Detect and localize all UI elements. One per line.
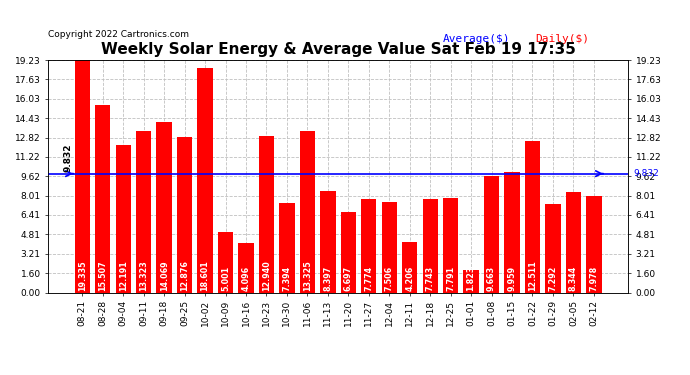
Text: Daily($): Daily($) (535, 34, 589, 44)
Text: 19.335: 19.335 (78, 260, 87, 291)
Bar (115, 145, 131, 292)
Text: 9.832: 9.832 (63, 143, 72, 172)
Bar (382, 202, 397, 292)
Text: 7.292: 7.292 (549, 265, 558, 291)
Bar (586, 196, 602, 292)
Text: 7.743: 7.743 (426, 266, 435, 291)
Bar (484, 176, 500, 292)
Bar (341, 211, 356, 292)
Text: 7.394: 7.394 (282, 266, 291, 291)
Text: 18.601: 18.601 (201, 260, 210, 291)
Text: 4.206: 4.206 (405, 266, 414, 291)
Text: 7.774: 7.774 (364, 266, 373, 291)
Text: 9.959: 9.959 (508, 266, 517, 291)
Bar (402, 242, 417, 292)
Bar (299, 131, 315, 292)
Text: 7.791: 7.791 (446, 266, 455, 291)
Bar (443, 198, 458, 292)
Text: 12.876: 12.876 (180, 260, 189, 291)
Text: 8.344: 8.344 (569, 266, 578, 291)
Bar (238, 243, 254, 292)
Text: 12.511: 12.511 (528, 260, 537, 291)
Title: Weekly Solar Energy & Average Value Sat Feb 19 17:35: Weekly Solar Energy & Average Value Sat … (101, 42, 575, 57)
Text: 9.663: 9.663 (487, 266, 496, 291)
Text: 12.940: 12.940 (262, 260, 271, 291)
Text: 14.069: 14.069 (159, 260, 168, 291)
Bar (566, 192, 581, 292)
Text: 13.323: 13.323 (139, 260, 148, 291)
Bar (197, 68, 213, 292)
Text: Copyright 2022 Cartronics.com: Copyright 2022 Cartronics.com (48, 30, 189, 39)
Bar (75, 59, 90, 292)
Text: 4.096: 4.096 (241, 266, 250, 291)
Text: 15.507: 15.507 (98, 260, 107, 291)
Bar (177, 137, 193, 292)
Bar (464, 270, 479, 292)
Bar (279, 203, 295, 292)
Text: 9.832: 9.832 (633, 169, 660, 178)
Bar (361, 198, 377, 292)
Text: 13.325: 13.325 (303, 260, 312, 291)
Bar (136, 131, 151, 292)
Bar (504, 172, 520, 292)
Text: 7.978: 7.978 (589, 266, 598, 291)
Bar (157, 122, 172, 292)
Bar (95, 105, 110, 292)
Bar (545, 204, 561, 292)
Bar (422, 199, 438, 292)
Text: 5.001: 5.001 (221, 266, 230, 291)
Text: 1.823: 1.823 (466, 265, 475, 291)
Text: 6.697: 6.697 (344, 266, 353, 291)
Text: 8.397: 8.397 (324, 266, 333, 291)
Bar (320, 191, 335, 292)
Bar (218, 232, 233, 292)
Text: 12.191: 12.191 (119, 260, 128, 291)
Bar (259, 136, 274, 292)
Bar (525, 141, 540, 292)
Text: 7.506: 7.506 (385, 266, 394, 291)
Text: Average($): Average($) (442, 34, 510, 44)
